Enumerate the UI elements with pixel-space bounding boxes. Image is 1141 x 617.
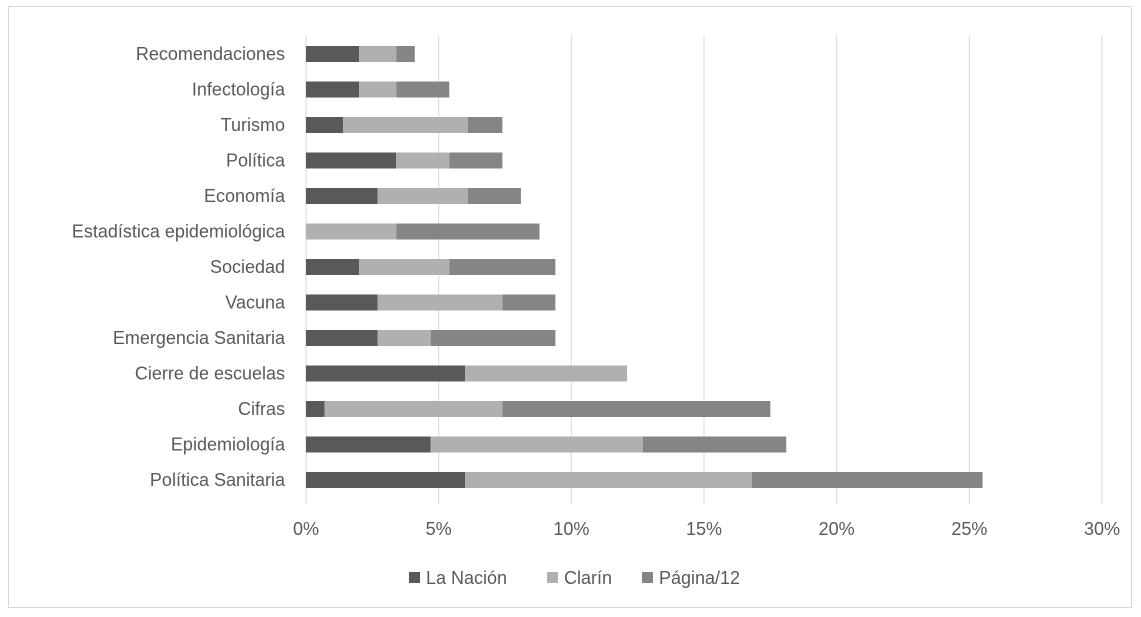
bar-segment xyxy=(465,365,628,382)
bar-segment xyxy=(306,152,397,169)
legend-swatch xyxy=(547,572,558,583)
legend-label: Clarín xyxy=(564,568,612,588)
category-label: Cifras xyxy=(238,399,285,419)
bar-segment xyxy=(751,472,983,488)
bar-segment xyxy=(359,259,450,275)
bar-segment xyxy=(306,330,378,346)
bar-segment xyxy=(324,401,503,417)
x-tick-label: 25% xyxy=(951,519,987,539)
bar-segment xyxy=(306,117,344,133)
x-axis-tick-labels: 0% 5% 10% 15% 20% 25% 30% xyxy=(293,519,1120,539)
bar-segment xyxy=(449,152,503,169)
bar-segment xyxy=(642,436,787,453)
x-tick-label: 30% xyxy=(1084,519,1120,539)
x-tick-label: 15% xyxy=(686,519,722,539)
bar-segment xyxy=(306,46,360,62)
bar-segment xyxy=(396,223,540,240)
legend-swatch xyxy=(409,572,420,583)
bar-segment xyxy=(306,401,325,417)
x-tick-label: 0% xyxy=(293,519,319,539)
bar-segment xyxy=(306,81,360,98)
bar-segment xyxy=(343,117,468,133)
bar-segment xyxy=(359,46,397,62)
bar-segment xyxy=(396,152,450,169)
legend-swatch xyxy=(642,572,653,583)
category-labels: Política Sanitaria Epidemiología Cifras Cie… xyxy=(72,44,286,490)
bar-segment xyxy=(306,259,360,275)
bar-segment xyxy=(430,436,643,453)
bar-segment xyxy=(306,436,431,453)
bar-segment xyxy=(396,81,450,98)
bars xyxy=(306,46,983,488)
category-label: Política xyxy=(226,151,286,171)
bar-segment xyxy=(306,472,466,488)
legend-label: La Nación xyxy=(426,568,507,588)
category-label: Epidemiología xyxy=(171,435,286,455)
x-tick-label: 5% xyxy=(426,519,452,539)
category-label: Política Sanitaria xyxy=(150,470,286,490)
x-tick-label: 10% xyxy=(553,519,589,539)
bar-segment xyxy=(449,259,556,275)
category-label: Infectología xyxy=(192,80,286,100)
bar-segment xyxy=(306,223,397,240)
bar-segment xyxy=(502,401,771,417)
bar-segment xyxy=(502,294,556,311)
category-label: Vacuna xyxy=(225,293,286,313)
category-label: Sociedad xyxy=(210,257,285,277)
bar-segment xyxy=(306,188,378,204)
gridlines xyxy=(305,35,1103,504)
category-label: Recomendaciones xyxy=(136,44,285,64)
bar-segment xyxy=(377,188,468,204)
bar-segment xyxy=(306,365,466,382)
bar-segment xyxy=(467,188,521,204)
category-label: Economía xyxy=(204,186,286,206)
chart-svg: Política Sanitaria Epidemiología Cifras Cie… xyxy=(72,35,1120,588)
bar-segment xyxy=(377,294,503,311)
category-label: Emergencia Sanitaria xyxy=(113,328,286,348)
x-tick-label: 20% xyxy=(819,519,855,539)
legend-label: Página/12 xyxy=(659,568,740,588)
chart-frame: Política Sanitaria Epidemiología Cifras Cie… xyxy=(8,6,1132,608)
bar-segment xyxy=(465,472,752,488)
bar-segment xyxy=(359,81,397,98)
category-label: Turismo xyxy=(221,115,285,135)
bar-segment xyxy=(377,330,431,346)
bar-segment xyxy=(467,117,503,133)
bar-segment xyxy=(306,294,378,311)
category-label: Estadística epidemiológica xyxy=(72,222,286,242)
category-label: Cierre de escuelas xyxy=(135,364,285,384)
legend: La Nación Clarín Página/12 xyxy=(409,568,740,588)
bar-segment xyxy=(430,330,556,346)
bar-segment xyxy=(396,46,415,62)
